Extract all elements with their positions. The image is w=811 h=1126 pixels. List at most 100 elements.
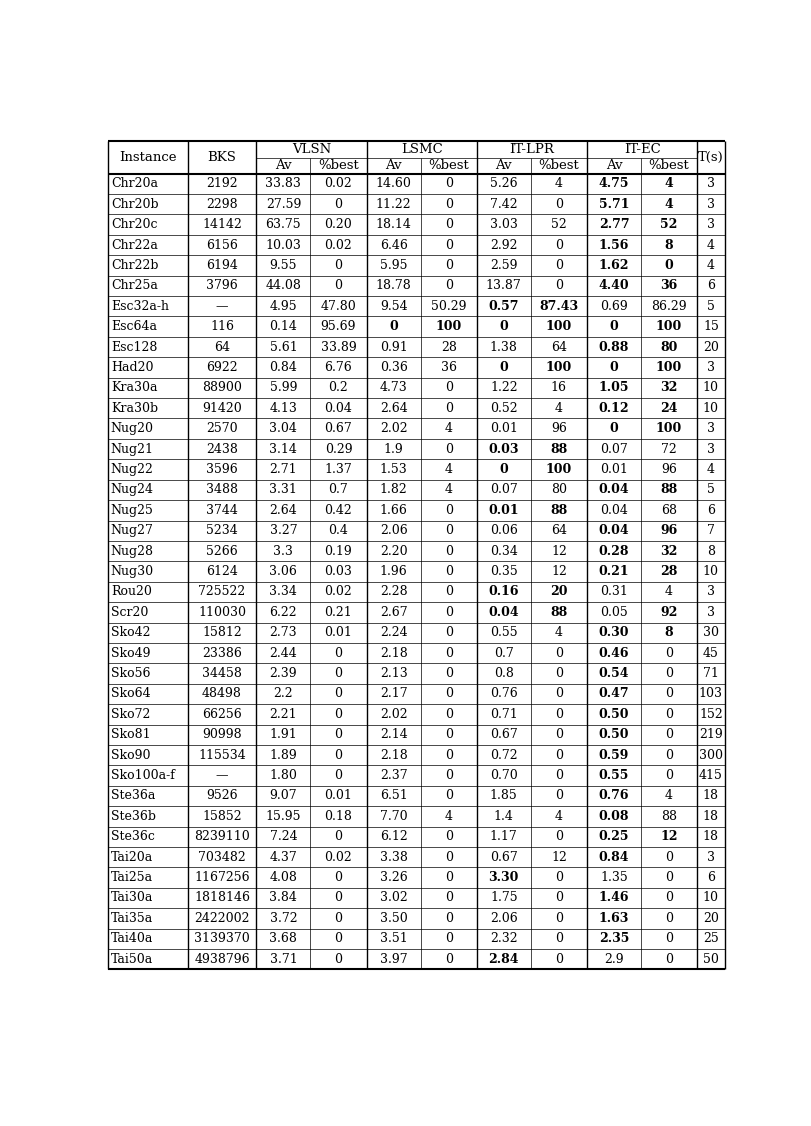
Text: 86.29: 86.29	[650, 300, 686, 313]
Text: 0: 0	[334, 646, 342, 660]
Text: 0: 0	[554, 872, 562, 884]
Text: 0: 0	[334, 259, 342, 272]
Text: 0.55: 0.55	[598, 769, 629, 783]
Text: 6.22: 6.22	[269, 606, 297, 619]
Text: 2.32: 2.32	[489, 932, 517, 946]
Text: 2.24: 2.24	[380, 626, 407, 640]
Text: 0: 0	[444, 177, 453, 190]
Text: 0.20: 0.20	[324, 218, 352, 231]
Text: 7: 7	[706, 525, 714, 537]
Text: 0.67: 0.67	[489, 729, 517, 741]
Text: 24: 24	[659, 402, 677, 414]
Text: 3.34: 3.34	[269, 586, 297, 598]
Text: 0.31: 0.31	[599, 586, 627, 598]
Text: 1.66: 1.66	[380, 503, 407, 517]
Text: Sko49: Sko49	[110, 646, 150, 660]
Text: 0: 0	[554, 769, 562, 783]
Text: Av: Av	[275, 160, 291, 172]
Text: 3.68: 3.68	[269, 932, 297, 946]
Text: 103: 103	[698, 688, 722, 700]
Text: 25: 25	[702, 932, 718, 946]
Text: 0: 0	[444, 586, 453, 598]
Text: 20: 20	[550, 586, 567, 598]
Text: 15852: 15852	[202, 810, 242, 823]
Text: 20: 20	[702, 912, 718, 924]
Text: 4: 4	[444, 810, 453, 823]
Text: 28: 28	[440, 340, 456, 354]
Text: 2.64: 2.64	[380, 402, 407, 414]
Text: 0.01: 0.01	[489, 422, 517, 435]
Text: Tai30a: Tai30a	[110, 892, 153, 904]
Text: 44.08: 44.08	[265, 279, 301, 293]
Text: 0.67: 0.67	[324, 422, 352, 435]
Text: 0: 0	[554, 912, 562, 924]
Text: 110030: 110030	[198, 606, 246, 619]
Text: Kra30a: Kra30a	[110, 382, 157, 394]
Text: 0.04: 0.04	[599, 503, 627, 517]
Text: 88: 88	[660, 810, 676, 823]
Text: 0: 0	[444, 932, 453, 946]
Text: 9.55: 9.55	[269, 259, 297, 272]
Text: 0: 0	[444, 749, 453, 761]
Text: 2.71: 2.71	[269, 463, 297, 476]
Text: 23386: 23386	[202, 646, 242, 660]
Text: 6.51: 6.51	[380, 789, 407, 803]
Text: 0.59: 0.59	[598, 749, 629, 761]
Text: 0.21: 0.21	[598, 565, 629, 578]
Text: Sko56: Sko56	[110, 667, 150, 680]
Text: Chr20c: Chr20c	[110, 218, 157, 231]
Text: Rou20: Rou20	[110, 586, 152, 598]
Text: 3796: 3796	[206, 279, 238, 293]
Text: 8239110: 8239110	[194, 830, 250, 843]
Text: 0.12: 0.12	[598, 402, 629, 414]
Text: 18: 18	[702, 830, 718, 843]
Text: 0: 0	[554, 688, 562, 700]
Text: Ste36a: Ste36a	[110, 789, 155, 803]
Text: 6.12: 6.12	[380, 830, 407, 843]
Text: Chr22b: Chr22b	[110, 259, 158, 272]
Text: 0: 0	[664, 708, 672, 721]
Text: 30: 30	[702, 626, 718, 640]
Text: Sko81: Sko81	[110, 729, 150, 741]
Text: 3: 3	[706, 198, 714, 211]
Text: 12: 12	[659, 830, 677, 843]
Text: IT-LPR: IT-LPR	[508, 143, 554, 157]
Text: 0: 0	[444, 626, 453, 640]
Text: 0.72: 0.72	[489, 749, 517, 761]
Text: 4: 4	[554, 810, 562, 823]
Text: Tai20a: Tai20a	[110, 850, 152, 864]
Text: 1.62: 1.62	[598, 259, 629, 272]
Text: 0.57: 0.57	[488, 300, 518, 313]
Text: 219: 219	[698, 729, 722, 741]
Text: 0.47: 0.47	[598, 688, 629, 700]
Text: 0: 0	[444, 850, 453, 864]
Text: 3.51: 3.51	[380, 932, 407, 946]
Text: 1818146: 1818146	[194, 892, 250, 904]
Text: 3: 3	[706, 850, 714, 864]
Text: 6922: 6922	[206, 361, 238, 374]
Text: 14.60: 14.60	[375, 177, 411, 190]
Text: 2.02: 2.02	[380, 708, 407, 721]
Text: 68: 68	[660, 503, 676, 517]
Text: 0.88: 0.88	[598, 340, 629, 354]
Text: 4: 4	[706, 259, 714, 272]
Text: 4: 4	[664, 586, 672, 598]
Text: 0.7: 0.7	[328, 483, 348, 497]
Text: 6: 6	[706, 503, 714, 517]
Text: 0.70: 0.70	[489, 769, 517, 783]
Text: 0: 0	[609, 361, 618, 374]
Text: 0: 0	[554, 646, 562, 660]
Text: 10: 10	[702, 382, 718, 394]
Text: 2.73: 2.73	[269, 626, 297, 640]
Text: 3: 3	[706, 361, 714, 374]
Text: 0.7: 0.7	[493, 646, 513, 660]
Text: Tai40a: Tai40a	[110, 932, 153, 946]
Text: 0: 0	[499, 361, 508, 374]
Text: 0: 0	[334, 912, 342, 924]
Text: 300: 300	[698, 749, 722, 761]
Text: 7.24: 7.24	[269, 830, 297, 843]
Text: 2.44: 2.44	[269, 646, 297, 660]
Text: 1.17: 1.17	[489, 830, 517, 843]
Text: 12: 12	[551, 545, 566, 557]
Text: Nug27: Nug27	[110, 525, 153, 537]
